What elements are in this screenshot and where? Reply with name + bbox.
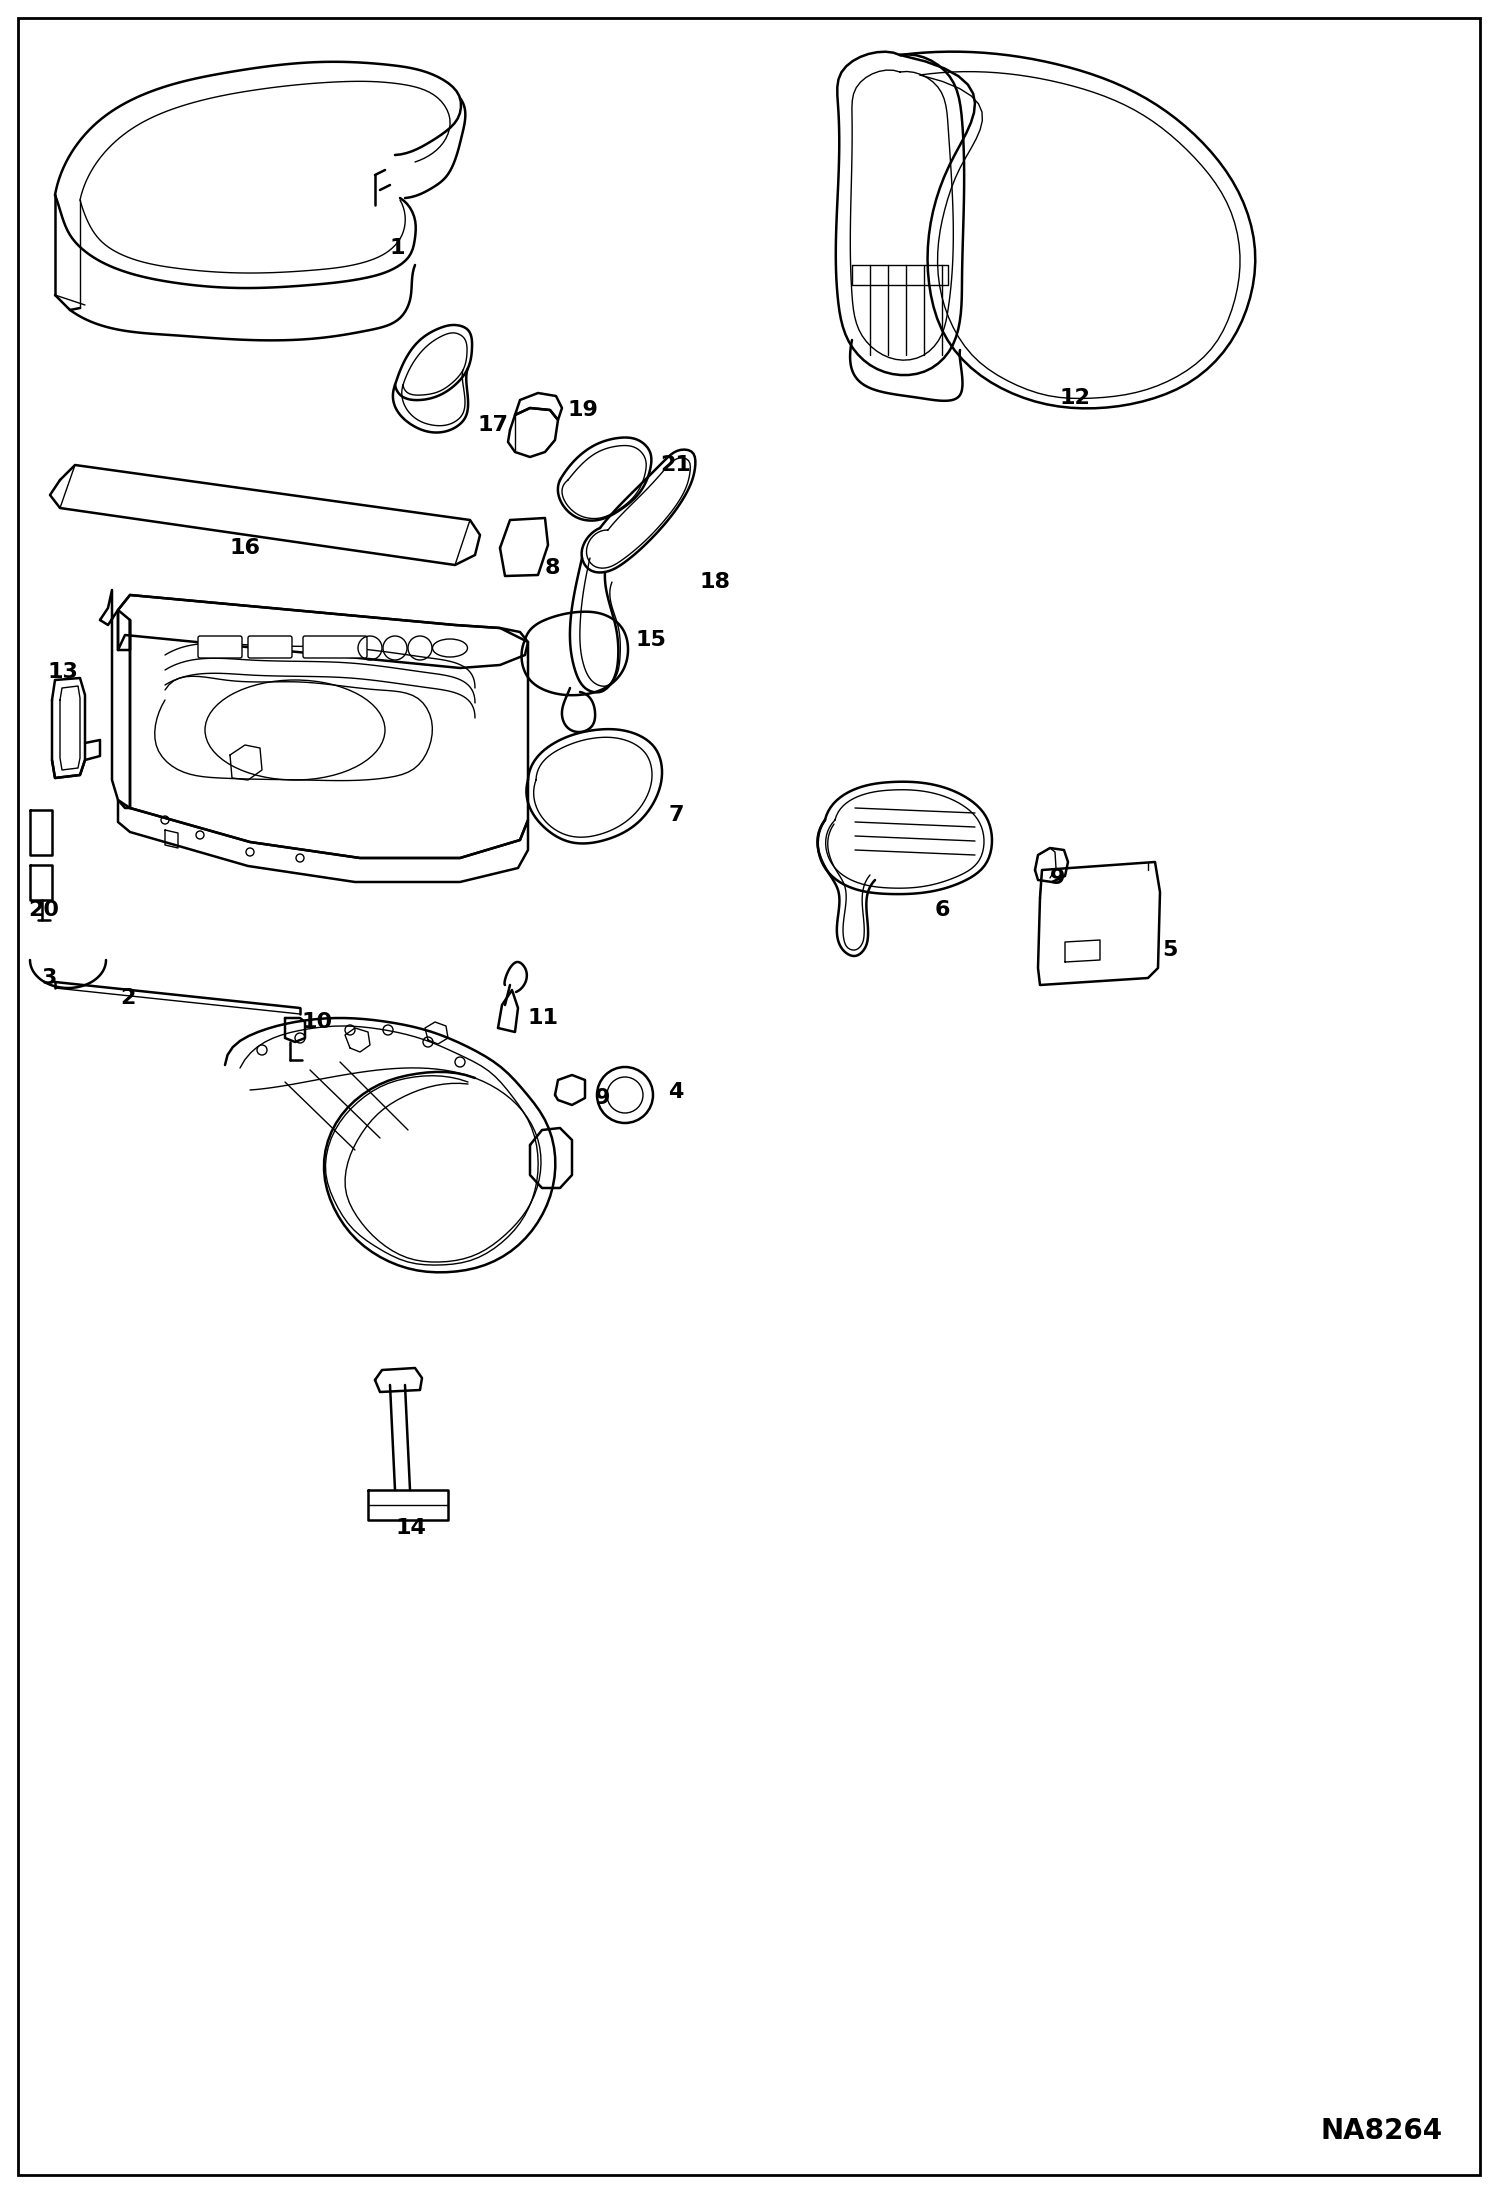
FancyBboxPatch shape [198,636,243,658]
Polygon shape [345,1029,370,1053]
Polygon shape [165,829,178,849]
Polygon shape [30,809,52,855]
Polygon shape [285,1018,306,1042]
Polygon shape [49,465,479,566]
Polygon shape [100,590,130,807]
Polygon shape [852,265,948,285]
FancyBboxPatch shape [249,636,292,658]
Polygon shape [515,393,562,421]
Text: 7: 7 [668,805,683,825]
Polygon shape [425,1022,448,1044]
Polygon shape [508,408,557,456]
Polygon shape [530,1127,572,1189]
Polygon shape [374,1368,422,1393]
Text: 14: 14 [395,1518,425,1537]
Polygon shape [118,800,527,882]
Text: 20: 20 [28,899,58,921]
Polygon shape [52,678,85,779]
Polygon shape [500,518,548,577]
Text: 9: 9 [595,1088,610,1107]
Text: 1: 1 [389,239,406,259]
Text: 2: 2 [120,989,135,1009]
Polygon shape [1038,862,1159,985]
Polygon shape [118,594,527,857]
Polygon shape [554,1075,586,1105]
Text: 15: 15 [635,629,667,649]
Text: 3: 3 [42,967,57,989]
Text: 12: 12 [1061,388,1091,408]
Text: 13: 13 [48,662,79,682]
Text: 4: 4 [668,1081,683,1103]
Polygon shape [369,1489,448,1520]
Text: 11: 11 [527,1009,559,1029]
Text: NA8264: NA8264 [1321,2116,1443,2145]
FancyBboxPatch shape [303,636,367,658]
Text: 10: 10 [303,1011,333,1033]
Text: 21: 21 [661,454,691,476]
Text: 8: 8 [545,557,560,579]
Text: 9: 9 [1050,868,1065,888]
Polygon shape [1035,849,1068,882]
Polygon shape [118,594,527,669]
Text: 17: 17 [478,414,509,434]
Text: 6: 6 [935,899,951,921]
Polygon shape [30,864,52,899]
Text: 19: 19 [568,399,599,421]
Polygon shape [1065,941,1100,963]
Polygon shape [231,746,262,781]
Text: 18: 18 [700,572,731,592]
Text: 16: 16 [231,537,261,557]
Text: 5: 5 [1162,941,1177,961]
